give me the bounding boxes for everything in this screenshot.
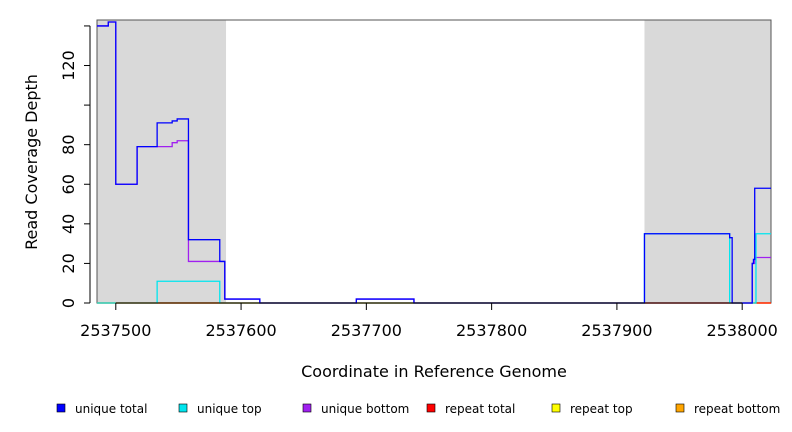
x-tick-label: 2537500 (80, 321, 151, 340)
y-axis-title: Read Coverage Depth (22, 74, 41, 250)
x-tick-label: 2538000 (707, 321, 778, 340)
legend-item: repeat top (551, 402, 633, 416)
y-tick-label: 60 (59, 174, 78, 194)
x-axis-title: Coordinate in Reference Genome (301, 362, 567, 381)
legend-swatch (56, 403, 66, 413)
shaded-regions (97, 20, 771, 303)
legend-item: unique total (56, 402, 147, 416)
legend-swatch (178, 403, 188, 413)
legend-label: unique top (197, 402, 262, 416)
legend-label: repeat bottom (694, 402, 780, 416)
legend-swatch (426, 403, 436, 413)
legend-item: unique bottom (302, 402, 409, 416)
legend: unique total unique top unique bottom repea… (56, 402, 780, 416)
legend-label: unique total (75, 402, 147, 416)
legend-item: repeat total (426, 402, 515, 416)
legend-item: unique top (178, 402, 262, 416)
shaded-region-2 (644, 20, 771, 303)
shaded-region-1 (97, 20, 227, 303)
legend-swatch (551, 403, 561, 413)
axes: 2537500 2537600 2537700 2537800 2537900 25380… (59, 25, 778, 340)
legend-swatch (675, 403, 685, 413)
y-tick-label: 80 (59, 134, 78, 154)
x-tick-label: 2537800 (456, 321, 527, 340)
legend-swatch (302, 403, 312, 413)
y-axis: 0 20 40 60 80 120 (59, 25, 91, 308)
y-tick-label: 0 (59, 298, 78, 308)
x-tick-label: 2537900 (581, 321, 652, 340)
x-axis: 2537500 2537600 2537700 2537800 2537900 25380… (80, 302, 778, 340)
y-tick-label: 40 (59, 214, 78, 234)
series-line-unique-total (97, 21, 771, 304)
y-tick-label: 20 (59, 253, 78, 273)
x-tick-label: 2537600 (205, 321, 276, 340)
legend-label: repeat top (570, 402, 633, 416)
legend-label: unique bottom (321, 402, 409, 416)
x-tick-label: 2537700 (331, 321, 402, 340)
legend-item: repeat bottom (675, 402, 780, 416)
legend-label: repeat total (445, 402, 515, 416)
y-tick-label: 120 (59, 50, 78, 81)
